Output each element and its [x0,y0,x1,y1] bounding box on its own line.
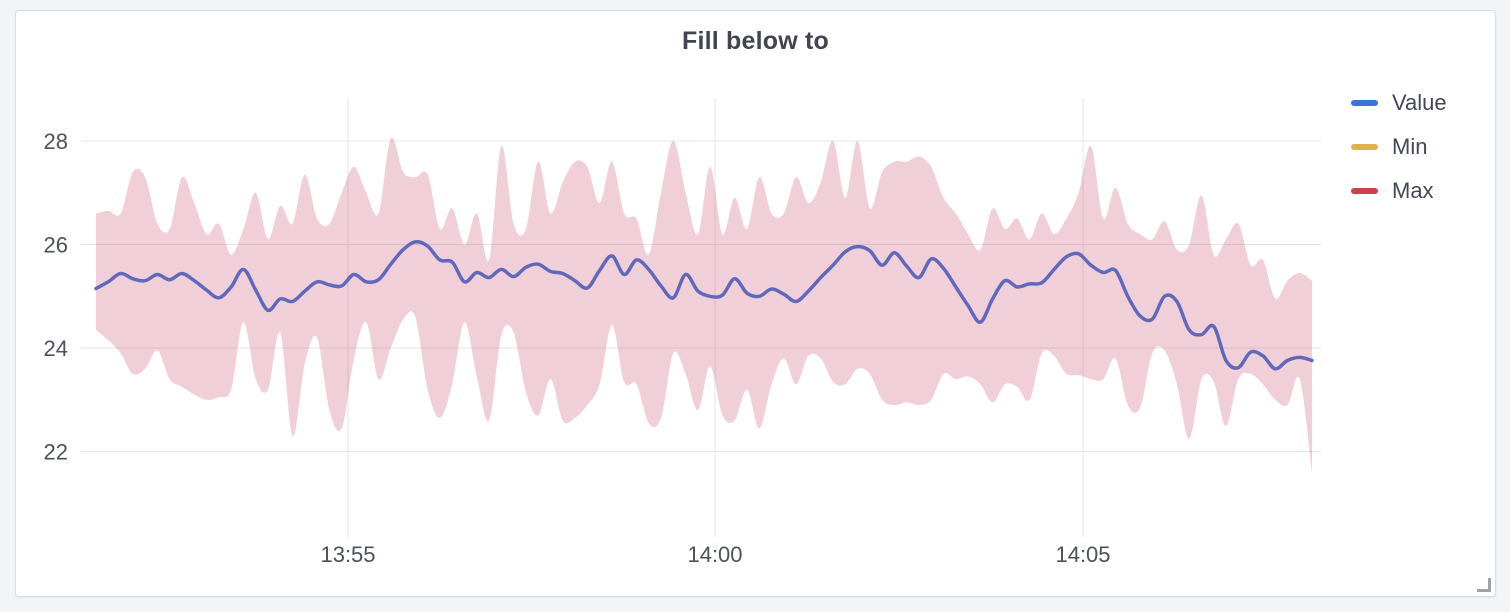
y-axis-tick-label: 28 [44,129,68,154]
panel-resize-handle[interactable] [1477,578,1491,592]
legend: Value Min Max [1351,91,1447,203]
x-axis-tick-label: 14:05 [1055,542,1110,567]
y-axis-tick-label: 24 [44,336,68,361]
x-axis-tick-label: 13:55 [320,542,375,567]
value-line [94,240,1314,371]
legend-item-min[interactable]: Min [1351,135,1447,159]
panel-title[interactable]: Fill below to [681,27,830,55]
min-series-swatch [1351,144,1378,150]
grid [81,98,1321,537]
max-series-swatch [1351,188,1378,194]
x-axis-tick-label: 14:00 [687,542,742,567]
y-axis-tick-label: 22 [44,440,68,465]
value-series-swatch [1351,100,1378,106]
min-max-band [96,137,1312,473]
legend-item-value[interactable]: Value [1351,91,1447,115]
legend-label-max: Max [1392,178,1434,203]
time-series-plot[interactable]: 28 26 24 22 13:55 14:00 14:05 [16,11,1493,594]
legend-label-min: Min [1392,134,1428,159]
grafana-panel: Fill below to 28 26 24 22 13:55 14:00 14:05 Va… [15,10,1496,597]
legend-label-value: Value [1392,90,1447,115]
legend-item-max[interactable]: Max [1351,179,1447,203]
y-axis-tick-label: 26 [44,233,68,258]
